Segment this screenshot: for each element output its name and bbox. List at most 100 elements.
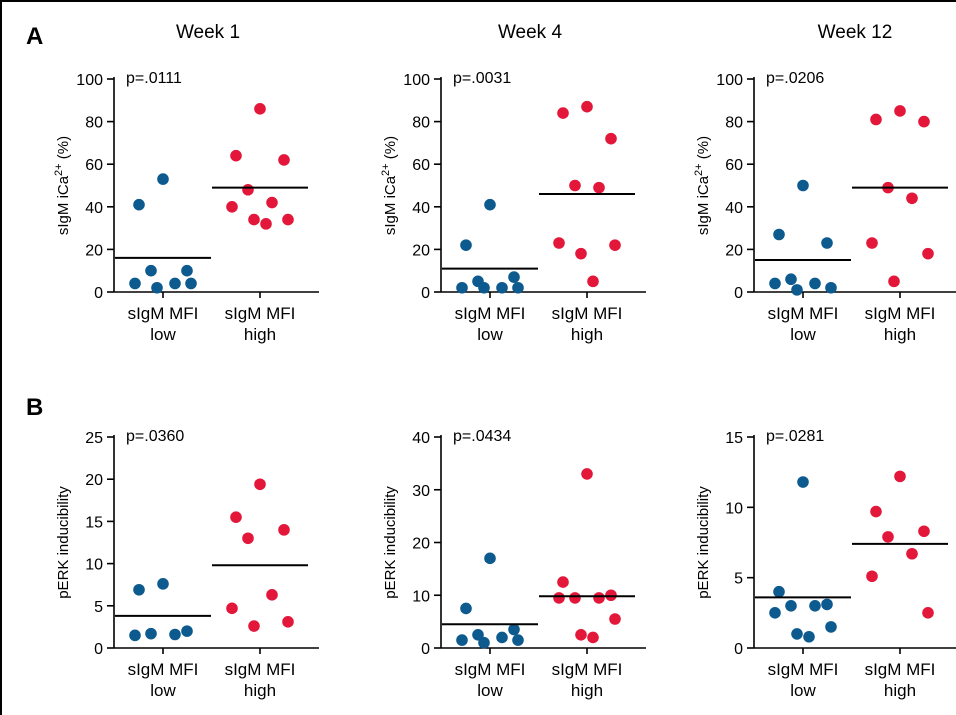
y-tick-label: 0 xyxy=(734,285,743,302)
data-point-high xyxy=(557,576,569,588)
data-point-high xyxy=(866,570,878,583)
data-point-low xyxy=(803,630,815,643)
data-point-low xyxy=(809,277,821,290)
x-category-label: sIgM MFI xyxy=(865,304,936,323)
data-point-high xyxy=(894,470,906,483)
data-point-low xyxy=(791,628,803,640)
y-tick-label: 20 xyxy=(412,242,430,259)
x-category-label: sIgM MFI xyxy=(455,660,526,679)
data-point-high xyxy=(282,213,294,226)
data-point-low xyxy=(185,277,197,290)
chart-panel-1: Week 1 0 20 40 60 80 100 sIgM iCa2+ (%) p=.0111 s… xyxy=(53,22,319,344)
data-point-high xyxy=(242,183,254,196)
data-point-low xyxy=(512,634,524,646)
y-tick-label: 40 xyxy=(725,200,743,217)
data-point-low xyxy=(825,281,837,294)
data-point-high xyxy=(260,218,272,230)
data-point-high xyxy=(248,213,260,226)
data-point-high xyxy=(581,100,593,113)
data-point-high xyxy=(557,107,569,119)
y-tick-label: 30 xyxy=(412,483,430,500)
data-point-low xyxy=(472,629,484,641)
y-tick-label: 0 xyxy=(94,641,103,658)
y-tick-label: 60 xyxy=(412,157,430,174)
x-category-label: low xyxy=(150,325,176,344)
data-point-low xyxy=(825,621,837,633)
y-tick-label: 100 xyxy=(76,72,103,89)
data-point-high xyxy=(278,524,290,536)
x-category-label: low xyxy=(477,325,503,344)
y-tick-label: 0 xyxy=(94,285,103,302)
data-point-high xyxy=(882,531,894,543)
panel-label-b: B xyxy=(26,394,43,421)
x-category-label: low xyxy=(477,681,503,700)
data-point-high xyxy=(866,237,878,249)
y-tick-label: 20 xyxy=(412,536,430,553)
y-tick-label: 40 xyxy=(412,200,430,217)
data-point-low xyxy=(129,277,141,290)
y-tick-label: 15 xyxy=(725,430,743,447)
y-tick-label: 25 xyxy=(85,430,103,447)
x-category-label: high xyxy=(884,325,916,344)
y-tick-label: 80 xyxy=(412,115,430,132)
data-point-high xyxy=(609,613,621,625)
x-category-label: high xyxy=(884,681,916,700)
data-point-low xyxy=(785,273,797,286)
data-point-high xyxy=(254,478,266,491)
data-point-high xyxy=(248,620,260,632)
y-tick-label: 20 xyxy=(85,242,103,259)
x-category-label: low xyxy=(790,325,816,344)
p-value-label: p=.0360 xyxy=(126,428,184,445)
data-point-low xyxy=(769,607,781,619)
data-point-high xyxy=(553,592,565,604)
y-tick-label: 40 xyxy=(85,200,103,217)
data-point-low xyxy=(478,636,490,649)
data-point-low xyxy=(785,600,797,612)
y-tick-label: 100 xyxy=(716,72,743,89)
data-point-high xyxy=(605,132,617,145)
data-point-high xyxy=(918,115,930,128)
x-category-label: sIgM MFI xyxy=(552,304,623,323)
data-point-low xyxy=(181,625,193,637)
data-point-high xyxy=(226,602,238,615)
data-point-low xyxy=(797,179,809,192)
data-point-high xyxy=(894,105,906,117)
x-category-label: sIgM MFI xyxy=(225,304,296,323)
data-point-low xyxy=(484,198,496,211)
y-axis-label: sIgM iCa2+ (%) xyxy=(693,136,712,235)
x-category-label: sIgM MFI xyxy=(128,304,199,323)
x-category-label: sIgM MFI xyxy=(552,660,623,679)
p-value-label: p=.0111 xyxy=(126,70,182,87)
data-point-high xyxy=(922,607,934,619)
data-point-high xyxy=(587,275,599,288)
x-category-label: high xyxy=(244,681,276,700)
data-point-high xyxy=(922,247,934,260)
data-point-high xyxy=(575,629,587,641)
data-point-high xyxy=(242,532,254,545)
data-point-high xyxy=(569,179,581,192)
data-point-low xyxy=(769,277,781,290)
data-point-low xyxy=(821,237,833,249)
data-point-low xyxy=(456,281,468,294)
data-point-low xyxy=(151,281,163,294)
data-point-low xyxy=(460,602,472,615)
y-tick-label: 60 xyxy=(85,157,103,174)
chart-panel-2: Week 4 0 20 40 60 80 100 sIgM iCa2+ (%) p=.0031 s… xyxy=(380,22,646,344)
data-point-low xyxy=(508,623,520,636)
x-category-label: sIgM MFI xyxy=(128,660,199,679)
y-tick-label: 15 xyxy=(85,514,103,531)
x-category-label: sIgM MFI xyxy=(865,660,936,679)
x-category-label: high xyxy=(571,325,603,344)
data-point-low xyxy=(484,552,496,565)
data-point-high xyxy=(581,468,593,480)
y-tick-label: 80 xyxy=(85,115,103,132)
data-point-high xyxy=(266,196,278,209)
y-axis-label: pERK inducibility xyxy=(382,486,399,599)
data-point-high xyxy=(266,589,278,601)
x-category-label: sIgM MFI xyxy=(768,660,839,679)
y-tick-label: 100 xyxy=(403,72,430,89)
x-category-label: low xyxy=(790,681,816,700)
x-category-label: sIgM MFI xyxy=(225,660,296,679)
data-point-low xyxy=(133,198,145,211)
